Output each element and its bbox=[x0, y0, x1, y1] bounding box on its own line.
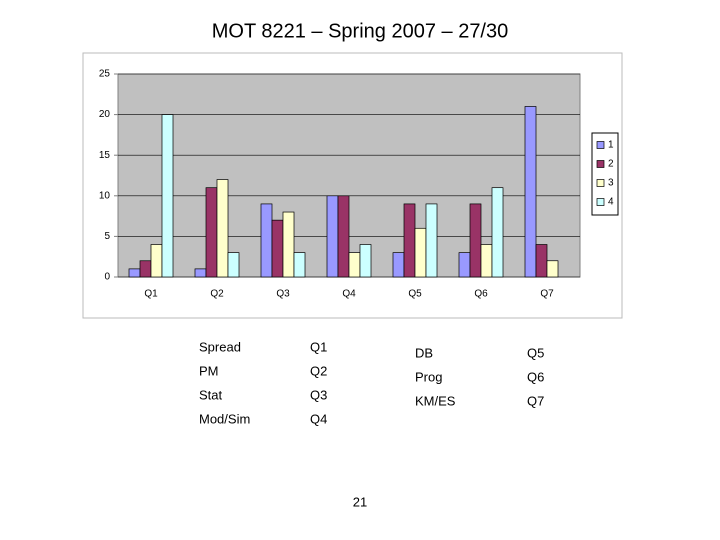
x-tick-label: Q3 bbox=[276, 289, 290, 300]
bar bbox=[205, 187, 218, 278]
key-question: Q3 bbox=[310, 387, 327, 402]
y-tick-label: 5 bbox=[104, 231, 110, 242]
bar bbox=[326, 195, 339, 278]
bar bbox=[403, 203, 416, 278]
key-term: Prog bbox=[415, 369, 442, 384]
bar bbox=[535, 244, 548, 278]
key-question: Q4 bbox=[310, 411, 327, 426]
key-question: Q5 bbox=[527, 345, 544, 360]
y-tick-label: 25 bbox=[99, 69, 111, 80]
y-tick-label: 20 bbox=[99, 109, 111, 120]
bar bbox=[227, 252, 240, 278]
key-term: KM/ES bbox=[415, 393, 456, 408]
legend-swatch bbox=[596, 141, 605, 149]
bar bbox=[546, 260, 559, 278]
legend-swatch bbox=[596, 160, 605, 168]
bar bbox=[161, 114, 174, 278]
bar bbox=[480, 244, 493, 278]
bar bbox=[128, 268, 141, 278]
bar bbox=[491, 187, 504, 278]
legend-swatch bbox=[596, 179, 605, 187]
bar bbox=[359, 244, 372, 278]
key-term: Stat bbox=[199, 387, 223, 402]
bar bbox=[150, 244, 163, 278]
y-tick-label: 10 bbox=[99, 190, 111, 201]
page-number: 21 bbox=[353, 494, 367, 509]
key-question: Q6 bbox=[527, 369, 544, 384]
legend-label: 2 bbox=[608, 159, 614, 170]
bar bbox=[216, 179, 229, 278]
x-tick-label: Q4 bbox=[342, 289, 356, 300]
bar bbox=[260, 203, 273, 278]
bar bbox=[414, 227, 427, 278]
key-term: DB bbox=[415, 345, 433, 360]
bar bbox=[348, 252, 361, 278]
y-tick-label: 0 bbox=[104, 272, 110, 283]
bar bbox=[392, 252, 405, 278]
bar bbox=[469, 203, 482, 278]
bar bbox=[293, 252, 306, 278]
bar bbox=[458, 252, 471, 278]
key-term: PM bbox=[199, 363, 219, 378]
bar bbox=[282, 211, 295, 278]
legend-swatch bbox=[596, 198, 605, 206]
key-term: Mod/Sim bbox=[199, 411, 250, 426]
x-tick-label: Q6 bbox=[474, 289, 488, 300]
bar bbox=[139, 260, 152, 278]
x-tick-label: Q7 bbox=[540, 289, 554, 300]
key-question: Q7 bbox=[527, 393, 544, 408]
key-term: Spread bbox=[199, 339, 241, 354]
x-tick-label: Q5 bbox=[408, 289, 422, 300]
legend-label: 1 bbox=[608, 140, 614, 151]
bar bbox=[337, 195, 350, 278]
x-tick-label: Q1 bbox=[144, 289, 158, 300]
bar bbox=[425, 203, 438, 278]
key-question: Q1 bbox=[310, 339, 327, 354]
legend-label: 3 bbox=[608, 178, 614, 189]
x-tick-label: Q2 bbox=[210, 289, 224, 300]
bar bbox=[524, 106, 537, 278]
bar bbox=[271, 219, 284, 278]
chart-title: MOT 8221 – Spring 2007 – 27/30 bbox=[212, 20, 509, 42]
y-tick-label: 15 bbox=[99, 150, 111, 161]
legend-label: 4 bbox=[608, 197, 614, 208]
bar bbox=[194, 268, 207, 278]
key-question: Q2 bbox=[310, 363, 327, 378]
legend bbox=[591, 132, 619, 216]
